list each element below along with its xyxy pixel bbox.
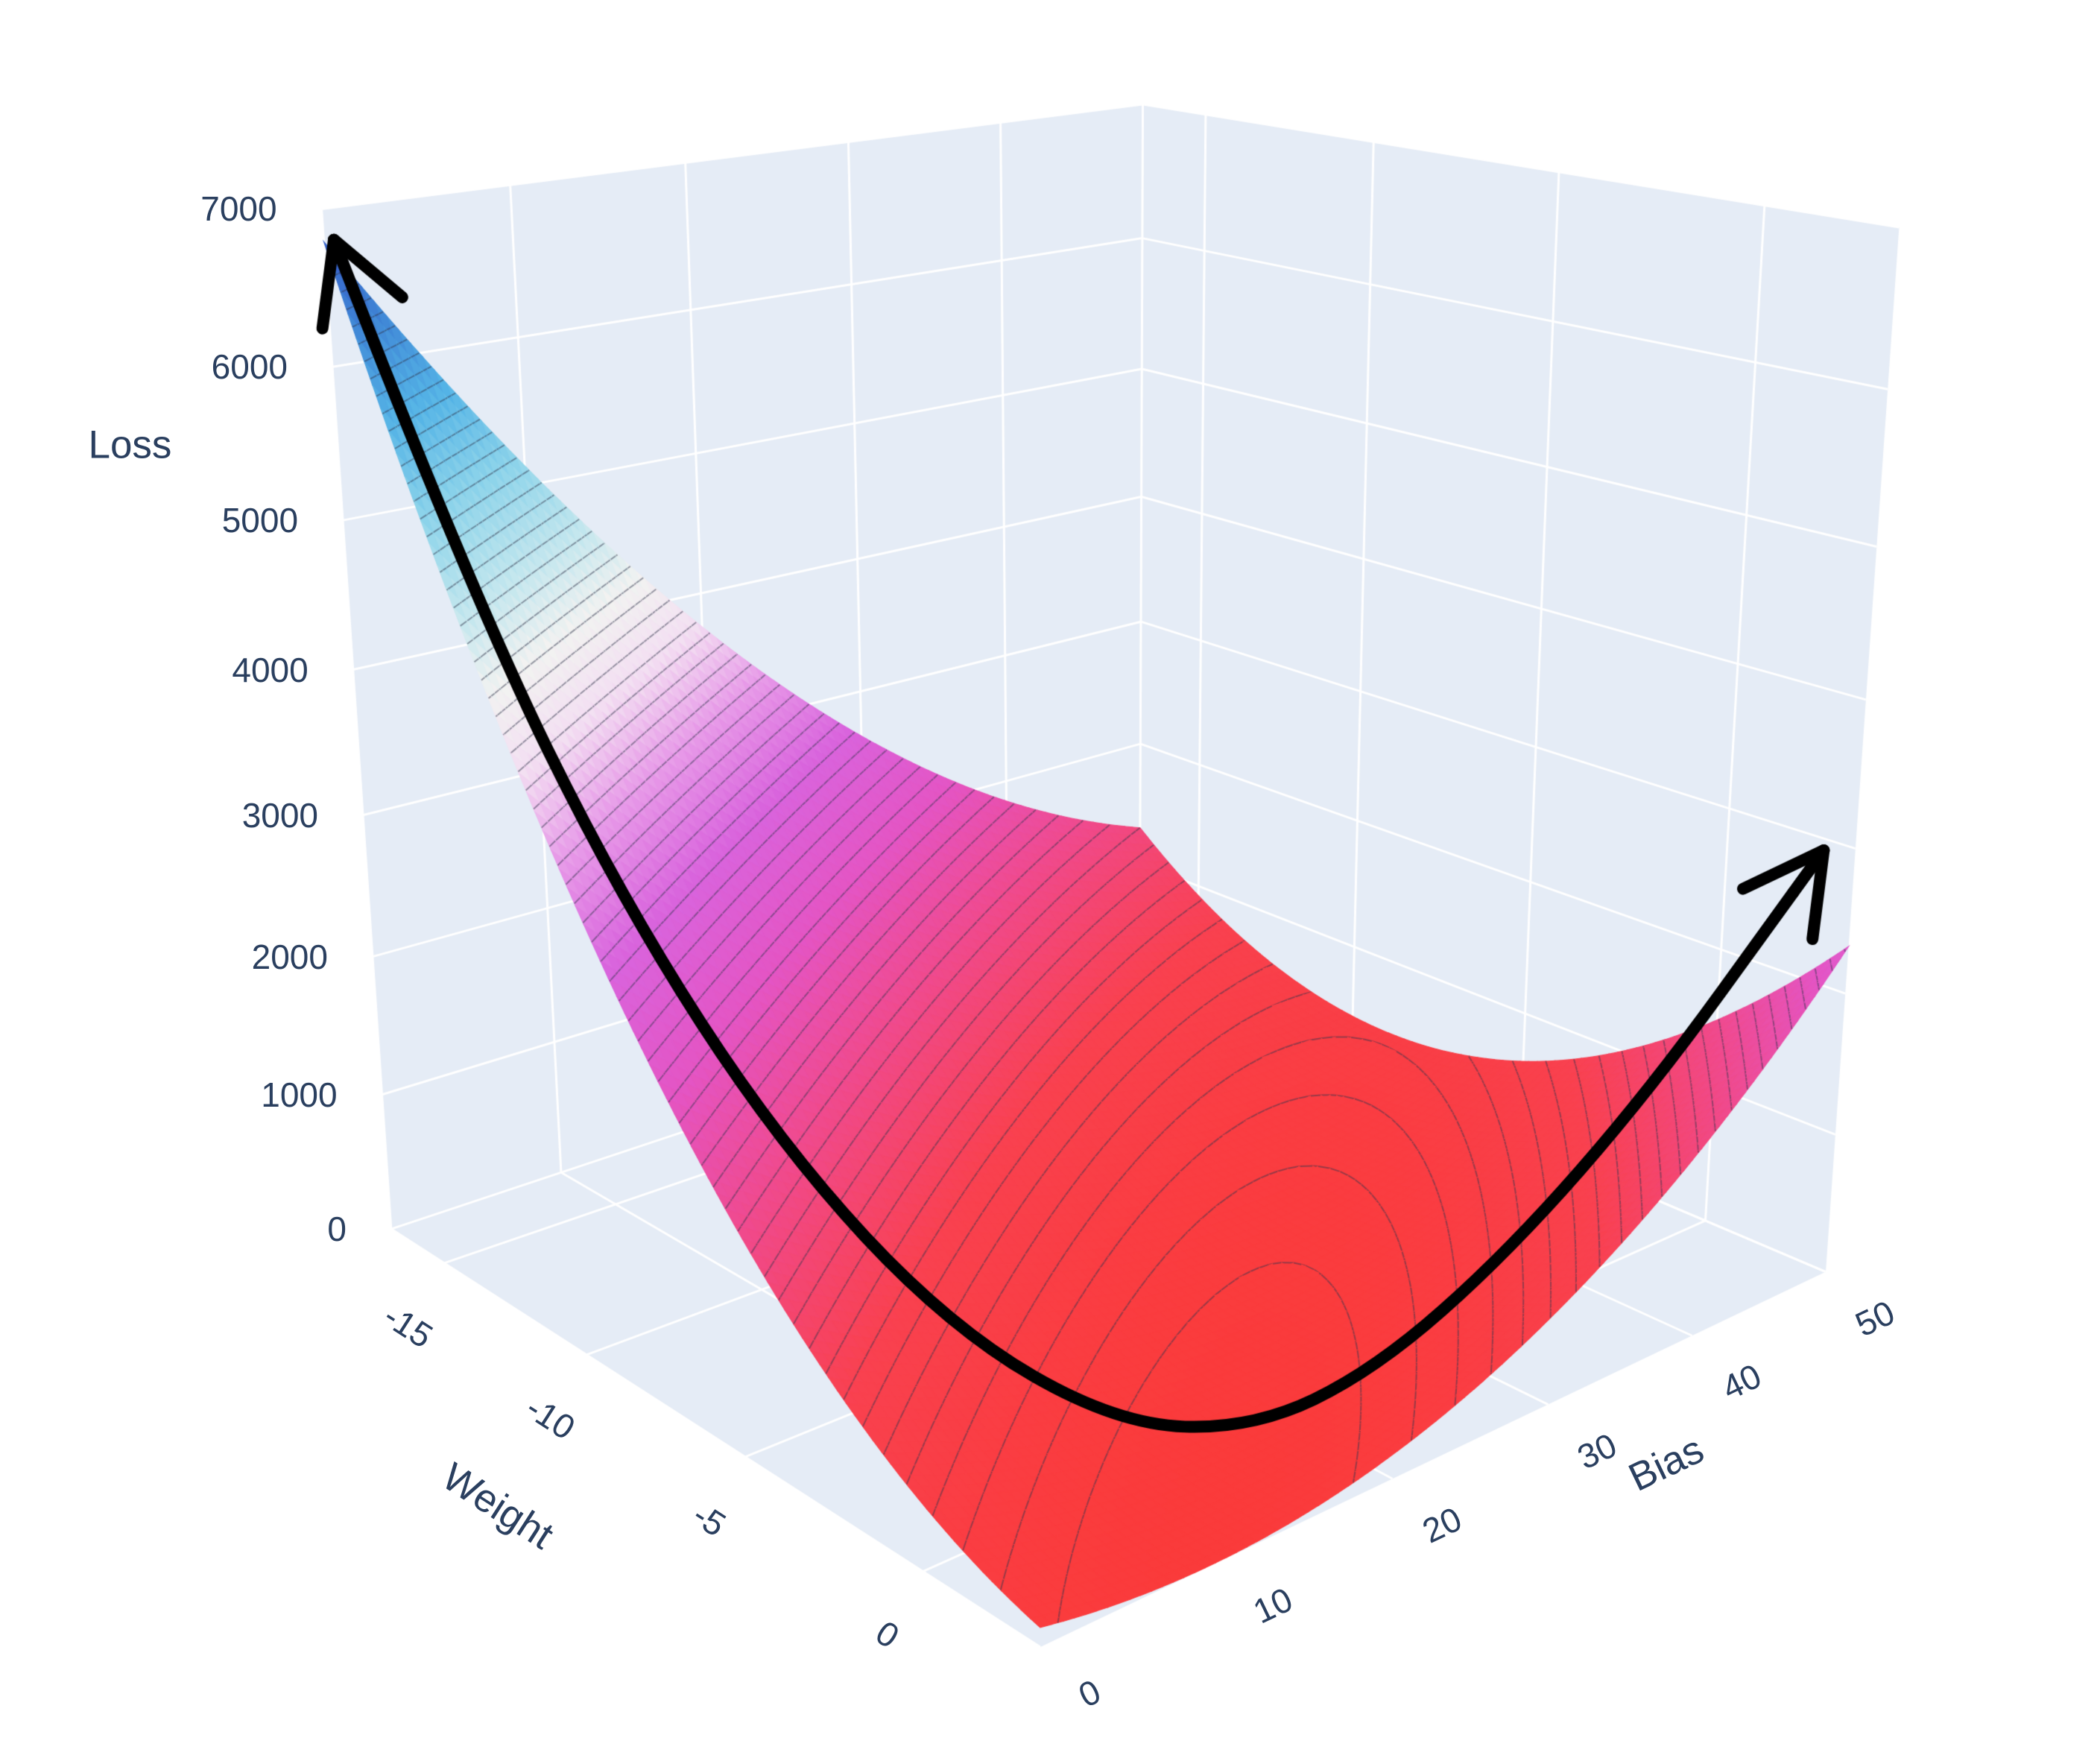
surface-plot-canvas[interactable] — [0, 0, 2097, 1764]
loss-surface-3d-figure: Loss Weight Bias 0 1000 2000 3000 4000 5000 60… — [0, 0, 2097, 1764]
